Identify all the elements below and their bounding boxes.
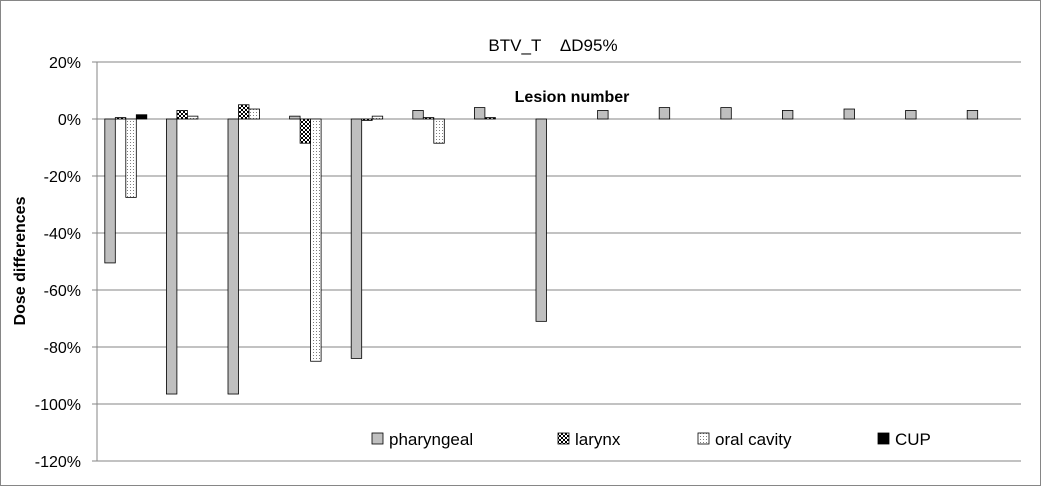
- y-tick-label: -120%: [35, 454, 81, 471]
- legend-swatch-pharyngeal: [371, 432, 384, 445]
- legend-label-larynx: larynx: [575, 430, 621, 449]
- bar-pharyngeal-lesion-3: [227, 118, 239, 395]
- legend-swatch-larynx: [557, 432, 570, 445]
- bar-oral-cavity-lesion-4: [310, 118, 322, 362]
- bar-CUP-lesion-1: [135, 114, 148, 120]
- bar-pharyngeal-lesion-9: [597, 110, 609, 120]
- bar-pharyngeal-lesion-2: [165, 118, 178, 395]
- legend: pharyngeal larynx oral cavity CUP: [371, 430, 931, 449]
- bar-larynx-lesion-2: [176, 110, 188, 120]
- bar-pharyngeal-lesion-10: [658, 107, 671, 120]
- y-tick-labels: 20% 0% -20% -40% -60% -80% -100% -120%: [35, 55, 81, 471]
- bar-larynx-lesion-3: [238, 104, 250, 120]
- bar-pharyngeal-lesion-13: [843, 108, 855, 120]
- legend-swatch-oral-cavity: [697, 432, 710, 445]
- bar-larynx-lesion-6: [422, 117, 435, 120]
- bar-oral-cavity-lesion-1: [125, 118, 137, 198]
- bar-oral-cavity-lesion-3: [248, 108, 260, 120]
- bar-pharyngeal-lesion-11: [720, 107, 732, 120]
- bar-pharyngeal-lesion-7: [473, 107, 486, 120]
- y-tick-label: -100%: [35, 397, 81, 414]
- y-tick-label: 20%: [49, 55, 81, 72]
- bar-pharyngeal-lesion-8: [535, 118, 547, 322]
- bar-larynx-lesion-7: [484, 117, 496, 120]
- bar-pharyngeal-lesion-6: [412, 110, 424, 120]
- legend-label-CUP: CUP: [895, 430, 931, 449]
- bar-pharyngeal-lesion-15: [966, 110, 979, 120]
- bar-pharyngeal-lesion-4: [289, 115, 301, 120]
- bar-larynx-lesion-5: [361, 118, 373, 121]
- bar-pharyngeal-lesion-12: [782, 110, 794, 120]
- bar-pharyngeal-lesion-14: [905, 110, 917, 120]
- y-tick-label: 0%: [58, 112, 81, 129]
- bar-pharyngeal-lesion-5: [350, 118, 363, 359]
- bars: [104, 104, 979, 395]
- y-axis-title: Dose differences: [12, 196, 29, 325]
- bar-oral-cavity-lesion-5: [371, 115, 384, 120]
- y-tick-label: -20%: [44, 169, 81, 186]
- bar-pharyngeal-lesion-1: [104, 118, 116, 264]
- bar-oral-cavity-lesion-6: [433, 118, 445, 144]
- bar-larynx-lesion-4: [299, 118, 312, 144]
- legend-swatch-CUP: [877, 432, 890, 445]
- bar-oral-cavity-lesion-2: [186, 115, 199, 120]
- y-tick-label: -80%: [44, 340, 81, 357]
- bar-larynx-lesion-1: [114, 117, 127, 120]
- y-tick-label: -60%: [44, 283, 81, 300]
- y-tick-label: -40%: [44, 226, 81, 243]
- legend-label-pharyngeal: pharyngeal: [389, 430, 473, 449]
- x-axis-title: Lesion number: [515, 89, 630, 106]
- chart-title: BTV_T ΔD95%: [488, 36, 617, 55]
- legend-label-oral-cavity: oral cavity: [715, 430, 792, 449]
